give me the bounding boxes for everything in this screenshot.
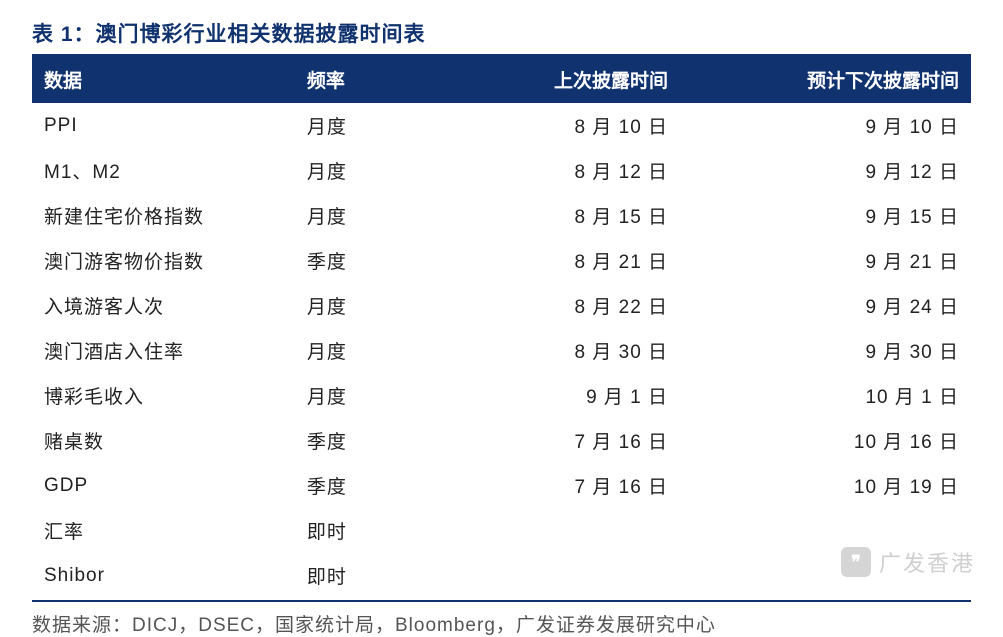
- data-table: 数据 频率 上次披露时间 预计下次披露时间 PPI月度8 月 10 日9 月 1…: [32, 56, 971, 598]
- table-row: 汇率即时: [32, 508, 971, 553]
- cell-name: 汇率: [32, 508, 295, 553]
- table-row: 赌桌数季度7 月 16 日10 月 16 日: [32, 418, 971, 463]
- table-header-row: 数据 频率 上次披露时间 预计下次披露时间: [32, 56, 971, 103]
- table-title: 表 1：澳门博彩行业相关数据披露时间表: [32, 18, 971, 54]
- cell-name: 澳门游客物价指数: [32, 238, 295, 283]
- cell-next: [708, 553, 971, 598]
- cell-freq: 月度: [295, 193, 445, 238]
- cell-last: [445, 508, 708, 553]
- cell-freq: 季度: [295, 463, 445, 508]
- cell-next: 9 月 12 日: [708, 148, 971, 193]
- cell-freq: 季度: [295, 238, 445, 283]
- cell-name: Shibor: [32, 553, 295, 598]
- col-header-next: 预计下次披露时间: [708, 56, 971, 103]
- table-row: GDP季度7 月 16 日10 月 19 日: [32, 463, 971, 508]
- cell-next: 9 月 24 日: [708, 283, 971, 328]
- cell-next: 9 月 15 日: [708, 193, 971, 238]
- cell-last: 8 月 12 日: [445, 148, 708, 193]
- table-row: 入境游客人次月度8 月 22 日9 月 24 日: [32, 283, 971, 328]
- cell-next: 9 月 21 日: [708, 238, 971, 283]
- cell-name: 博彩毛收入: [32, 373, 295, 418]
- cell-name: 新建住宅价格指数: [32, 193, 295, 238]
- table-body: PPI月度8 月 10 日9 月 10 日M1、M2月度8 月 12 日9 月 …: [32, 103, 971, 598]
- cell-name: 赌桌数: [32, 418, 295, 463]
- col-header-last: 上次披露时间: [445, 56, 708, 103]
- cell-last: 8 月 10 日: [445, 103, 708, 148]
- cell-last: 7 月 16 日: [445, 463, 708, 508]
- cell-last: [445, 553, 708, 598]
- cell-last: 8 月 15 日: [445, 193, 708, 238]
- col-header-name: 数据: [32, 56, 295, 103]
- cell-last: 9 月 1 日: [445, 373, 708, 418]
- cell-name: 澳门酒店入住率: [32, 328, 295, 373]
- cell-next: 9 月 30 日: [708, 328, 971, 373]
- cell-name: PPI: [32, 103, 295, 148]
- cell-next: 10 月 16 日: [708, 418, 971, 463]
- source-line: 数据来源：DICJ，DSEC，国家统计局，Bloomberg，广发证券发展研究中…: [32, 602, 971, 637]
- cell-freq: 月度: [295, 373, 445, 418]
- cell-freq: 月度: [295, 103, 445, 148]
- cell-freq: 季度: [295, 418, 445, 463]
- cell-name: GDP: [32, 463, 295, 508]
- table-row: M1、M2月度8 月 12 日9 月 12 日: [32, 148, 971, 193]
- cell-name: 入境游客人次: [32, 283, 295, 328]
- cell-next: 10 月 1 日: [708, 373, 971, 418]
- cell-last: 7 月 16 日: [445, 418, 708, 463]
- table-row: 博彩毛收入月度9 月 1 日10 月 1 日: [32, 373, 971, 418]
- cell-freq: 月度: [295, 283, 445, 328]
- cell-last: 8 月 21 日: [445, 238, 708, 283]
- table-row: 澳门酒店入住率月度8 月 30 日9 月 30 日: [32, 328, 971, 373]
- cell-freq: 即时: [295, 553, 445, 598]
- cell-next: 10 月 19 日: [708, 463, 971, 508]
- table-row: Shibor即时: [32, 553, 971, 598]
- cell-freq: 月度: [295, 328, 445, 373]
- cell-name: M1、M2: [32, 148, 295, 193]
- cell-last: 8 月 30 日: [445, 328, 708, 373]
- col-header-freq: 频率: [295, 56, 445, 103]
- table-row: 新建住宅价格指数月度8 月 15 日9 月 15 日: [32, 193, 971, 238]
- cell-last: 8 月 22 日: [445, 283, 708, 328]
- cell-next: [708, 508, 971, 553]
- table-row: PPI月度8 月 10 日9 月 10 日: [32, 103, 971, 148]
- cell-freq: 月度: [295, 148, 445, 193]
- table-row: 澳门游客物价指数季度8 月 21 日9 月 21 日: [32, 238, 971, 283]
- cell-next: 9 月 10 日: [708, 103, 971, 148]
- cell-freq: 即时: [295, 508, 445, 553]
